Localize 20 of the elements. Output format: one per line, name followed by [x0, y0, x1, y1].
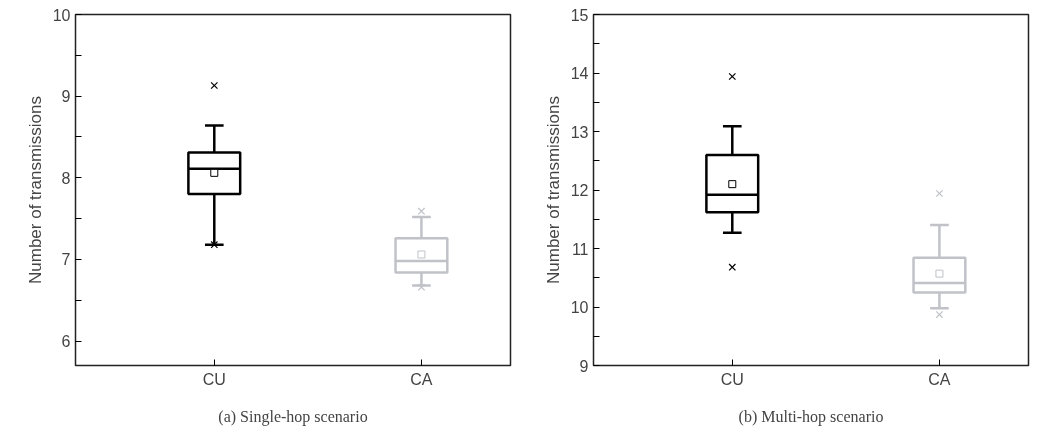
y-tick-label: 8 — [61, 169, 71, 187]
x-tick-label: CA — [410, 370, 433, 388]
y-tick-label: 7 — [61, 251, 71, 269]
x-tick-label: CA — [928, 370, 951, 388]
text: (b) Multi-hop scenario — [738, 407, 884, 426]
y-axis-title: Number of transmissions — [543, 95, 563, 284]
y-axis-title: Number of transmissions — [25, 95, 45, 284]
y-tick-label: 6 — [61, 333, 71, 351]
x-tick-label: CU — [720, 370, 744, 388]
y-tick-label: 9 — [579, 357, 589, 375]
y-tick-label: 12 — [570, 182, 589, 199]
x-tick-label: CU — [202, 370, 226, 388]
y-tick-label: 9 — [61, 88, 71, 106]
y-tick-label: 13 — [570, 123, 589, 141]
y-tick-label: 11 — [571, 240, 589, 258]
y-tick-label: 14 — [570, 65, 589, 82]
y-tick-label: 10 — [570, 299, 589, 316]
y-tick-label: 15 — [570, 6, 589, 24]
y-tick-label: 10 — [52, 6, 71, 24]
text: (a) Single-hop scenario — [218, 407, 368, 426]
